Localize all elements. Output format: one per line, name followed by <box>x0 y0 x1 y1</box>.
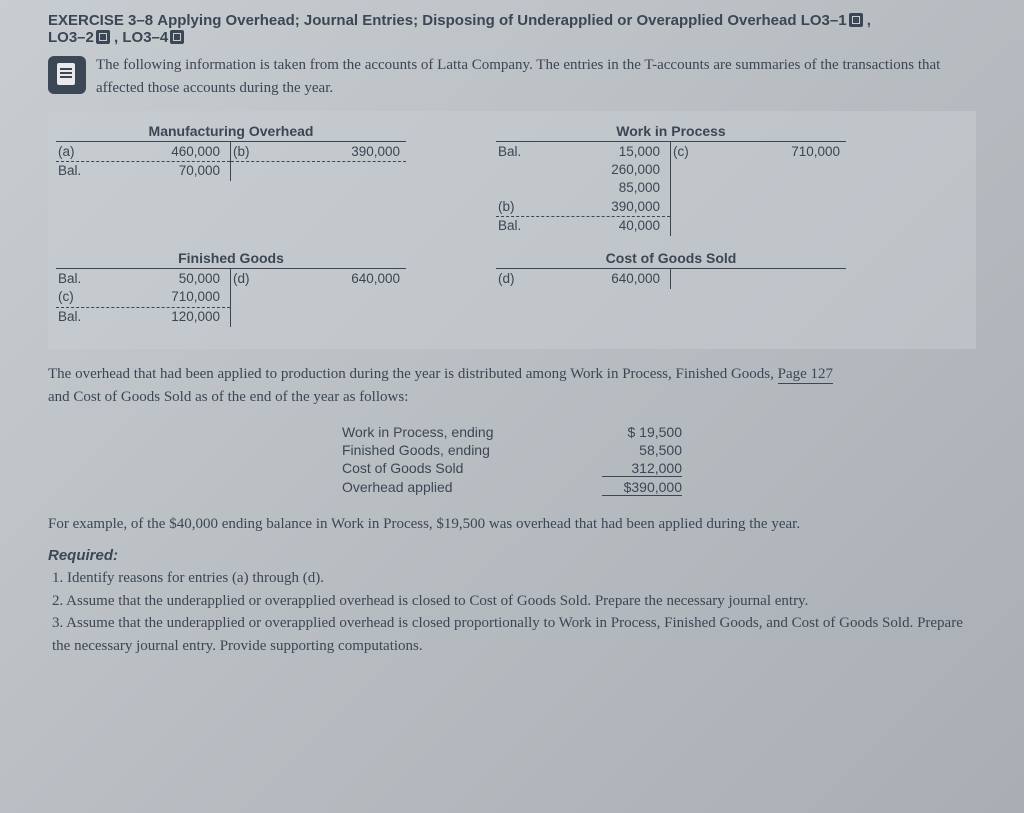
textbook-page: EXERCISE 3–8 Applying Overhead; Journal … <box>0 0 1024 813</box>
distribution-row: Work in Process, ending$ 19,500 <box>342 423 682 441</box>
exercise-header: EXERCISE 3–8 Applying Overhead; Journal … <box>48 12 976 46</box>
t-account-entry: Bal.70,000 <box>56 162 230 180</box>
overhead-distribution-table: Work in Process, ending$ 19,500Finished … <box>342 423 682 497</box>
t-accounts-row-1: Manufacturing Overhead(a)460,000Bal.70,0… <box>56 123 968 236</box>
distribution-paragraph: The overhead that had been applied to pr… <box>48 363 976 410</box>
t-account-work-in-process: Work in ProcessBal.15,000260,00085,000(b… <box>496 123 846 236</box>
required-item-2: 2. Assume that the underapplied or overa… <box>48 590 976 613</box>
exercise-title-line: EXERCISE 3–8 Applying Overhead; Journal … <box>48 12 976 46</box>
t-account-entry: Bal.40,000 <box>496 217 670 235</box>
t-account-entry: (b)390,000 <box>231 143 406 162</box>
intro-row: The following information is taken from … <box>48 54 976 99</box>
external-link-icon[interactable] <box>170 30 184 44</box>
exercise-title: Applying Overhead; Journal Entries; Disp… <box>157 12 796 29</box>
required-header: Required: <box>48 545 976 568</box>
t-account-entry: Bal.15,000 <box>496 143 670 161</box>
exercise-number: EXERCISE 3–8 <box>48 12 153 29</box>
t-account-entry: (c)710,000 <box>671 143 846 161</box>
required-item-1: 1. Identify reasons for entries (a) thro… <box>48 567 976 590</box>
distribution-row: Cost of Goods Sold312,000 <box>342 459 682 478</box>
t-account-entry: (b)390,000 <box>496 198 670 217</box>
t-account-entry: (c)710,000 <box>56 288 230 307</box>
t-accounts-row-2: Finished GoodsBal.50,000(c)710,000Bal.12… <box>56 250 968 327</box>
t-account-entry: 260,000 <box>496 161 670 179</box>
external-link-icon[interactable] <box>96 30 110 44</box>
page-reference-link[interactable]: Page 127 <box>778 366 833 384</box>
lo-link-2[interactable]: LO3–2 <box>48 29 94 46</box>
t-account-entry: 85,000 <box>496 179 670 197</box>
required-item-3: 3. Assume that the underapplied or overa… <box>48 612 976 657</box>
intro-text: The following information is taken from … <box>96 54 976 99</box>
t-accounts-panel: Manufacturing Overhead(a)460,000Bal.70,0… <box>48 111 976 349</box>
example-text: For example, of the $40,000 ending balan… <box>48 513 976 536</box>
t-account-entry: Bal.50,000 <box>56 270 230 288</box>
t-account-title: Finished Goods <box>56 250 406 269</box>
t-account-entry: Bal.120,000 <box>56 308 230 326</box>
t-account-finished-goods: Finished GoodsBal.50,000(c)710,000Bal.12… <box>56 250 406 327</box>
lo-link-3[interactable]: LO3–4 <box>122 29 168 46</box>
distribution-row: Finished Goods, ending58,500 <box>342 441 682 459</box>
t-account-entry: (d)640,000 <box>496 270 670 288</box>
lo-link-1[interactable]: LO3–1 <box>801 12 847 29</box>
distribution-row: Overhead applied$390,000 <box>342 478 682 497</box>
t-account-entry: (a)460,000 <box>56 143 230 162</box>
t-account-title: Manufacturing Overhead <box>56 123 406 142</box>
t-account-manufacturing-overhead: Manufacturing Overhead(a)460,000Bal.70,0… <box>56 123 406 236</box>
distribution-text-2: and Cost of Goods Sold as of the end of … <box>48 389 408 405</box>
t-account-title: Work in Process <box>496 123 846 142</box>
t-account-cost-of-goods-sold: Cost of Goods Sold(d)640,000 <box>496 250 846 327</box>
distribution-text-1: The overhead that had been applied to pr… <box>48 366 778 382</box>
required-section: Required: 1. Identify reasons for entrie… <box>48 545 976 658</box>
t-account-title: Cost of Goods Sold <box>496 250 846 269</box>
t-account-entry: (d)640,000 <box>231 270 406 288</box>
external-link-icon[interactable] <box>849 13 863 27</box>
document-icon <box>48 56 86 94</box>
